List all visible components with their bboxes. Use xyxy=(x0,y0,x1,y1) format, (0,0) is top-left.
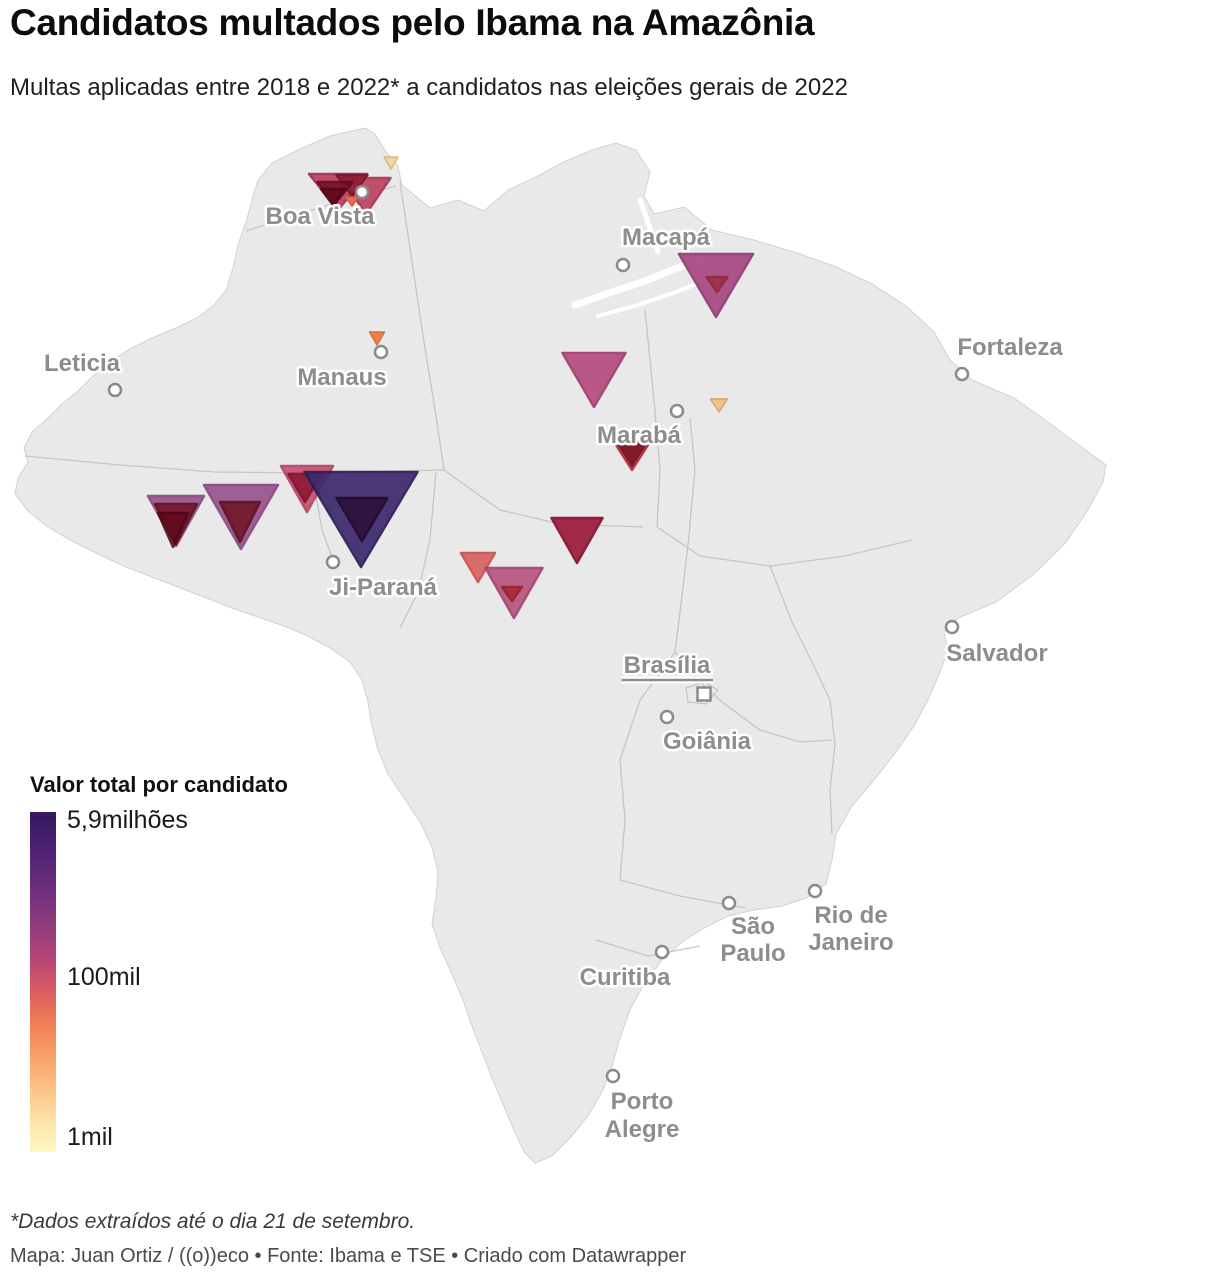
legend-gradient-bar xyxy=(30,812,56,1152)
fine-marker[interactable] xyxy=(218,500,262,544)
city-dot xyxy=(721,895,737,911)
fine-marker[interactable] xyxy=(156,511,190,549)
city-label: Goiânia xyxy=(663,728,752,755)
city-label: Porto xyxy=(611,1088,674,1115)
city-dot xyxy=(373,344,389,360)
city-dot xyxy=(605,1068,621,1084)
state-border-line xyxy=(619,651,676,881)
city-marabá: Marabá xyxy=(594,403,685,452)
city-boa-vista: Boa Vista xyxy=(263,184,378,233)
fine-marker[interactable] xyxy=(705,275,729,294)
city-dot xyxy=(944,619,960,635)
state-border-line xyxy=(399,471,437,629)
state-border-line xyxy=(674,417,696,653)
fine-marker[interactable] xyxy=(709,398,729,413)
fine-marker[interactable] xyxy=(319,187,347,207)
city-dot xyxy=(615,257,631,273)
fine-markers-layer xyxy=(146,156,755,620)
city-label: Paulo xyxy=(720,940,785,967)
fine-marker[interactable] xyxy=(368,331,386,346)
city-label: Curitiba xyxy=(580,964,671,991)
fine-marker[interactable] xyxy=(612,439,652,472)
city-label: Manaus xyxy=(297,364,386,391)
city-labels-layer: Boa Vista Macapá Leticia Manaus Fortaleza Mar… xyxy=(41,184,1066,1146)
city-label: Ji-Paraná xyxy=(329,574,438,601)
state-border-line xyxy=(644,309,661,528)
city-label: Rio de xyxy=(814,902,887,929)
fine-marker[interactable] xyxy=(500,585,524,603)
city-manaus: Manaus xyxy=(295,344,389,394)
page-title: Candidatos multados pelo Ibama na Amazôn… xyxy=(10,2,815,43)
credit-line: Mapa: Juan Ortiz / ((o))eco • Fonte: Iba… xyxy=(10,1245,687,1267)
city-label: Macapá xyxy=(622,224,711,251)
city-dot xyxy=(669,403,685,419)
city-salvador: Salvador xyxy=(944,619,1050,670)
river-channel xyxy=(637,197,661,255)
city-macapá: Macapá xyxy=(615,222,713,273)
city-leticia: Leticia xyxy=(41,348,123,398)
river-channel xyxy=(571,256,704,309)
city-label: Brasília xyxy=(624,652,711,679)
fine-marker[interactable] xyxy=(383,156,399,170)
city-label: Fortaleza xyxy=(957,334,1063,361)
legend-title: Valor total por candidato xyxy=(30,772,288,797)
state-border-line xyxy=(769,565,813,663)
fine-marker[interactable] xyxy=(550,516,604,565)
legend-mid-label: 100mil xyxy=(67,963,141,991)
city-goiânia: Goiânia xyxy=(659,709,754,758)
city-dot xyxy=(325,554,341,570)
footer: *Dados extraídos até o dia 21 de setembr… xyxy=(10,1210,686,1268)
city-label: Boa Vista xyxy=(266,203,376,230)
city-dot xyxy=(659,709,675,725)
city-dot xyxy=(354,184,370,200)
city-fortaleza: Fortaleza xyxy=(954,332,1066,382)
state-border-line xyxy=(443,469,644,528)
city-ji-paraná: Ji-Paraná xyxy=(325,554,440,604)
city-dot xyxy=(954,366,970,382)
city-label: Leticia xyxy=(44,350,121,377)
city-brasília: Brasília xyxy=(621,650,714,702)
city-curitiba: Curitiba xyxy=(577,944,673,994)
state-border-line xyxy=(721,701,833,743)
legend: Valor total por candidato 5,9milhões 100… xyxy=(30,772,320,1162)
fine-marker[interactable] xyxy=(344,196,360,207)
fine-marker[interactable] xyxy=(335,496,389,543)
city-label: Janeiro xyxy=(808,929,893,956)
amazon-river-channels xyxy=(571,197,706,318)
city-label: Salvador xyxy=(946,640,1047,667)
river-channel xyxy=(596,279,706,318)
city-dot xyxy=(654,944,670,960)
state-border-line xyxy=(595,939,701,957)
city-label: Marabá xyxy=(597,422,682,449)
page-subtitle: Multas aplicadas entre 2018 e 2022* a ca… xyxy=(10,74,848,101)
city-dot xyxy=(807,883,823,899)
data-footnote: *Dados extraídos até o dia 21 de setembr… xyxy=(10,1210,416,1233)
city-label: Alegre xyxy=(605,1116,680,1143)
legend-min-label: 1mil xyxy=(67,1123,113,1151)
city-label: São xyxy=(731,913,775,940)
state-border-line xyxy=(811,661,836,835)
state-border-line xyxy=(399,181,445,471)
capital-marker xyxy=(696,686,712,702)
brazil-landmass xyxy=(14,127,1107,1164)
city-dot xyxy=(107,382,123,398)
fine-marker[interactable] xyxy=(561,351,627,409)
legend-max-label: 5,9milhões xyxy=(67,806,188,834)
